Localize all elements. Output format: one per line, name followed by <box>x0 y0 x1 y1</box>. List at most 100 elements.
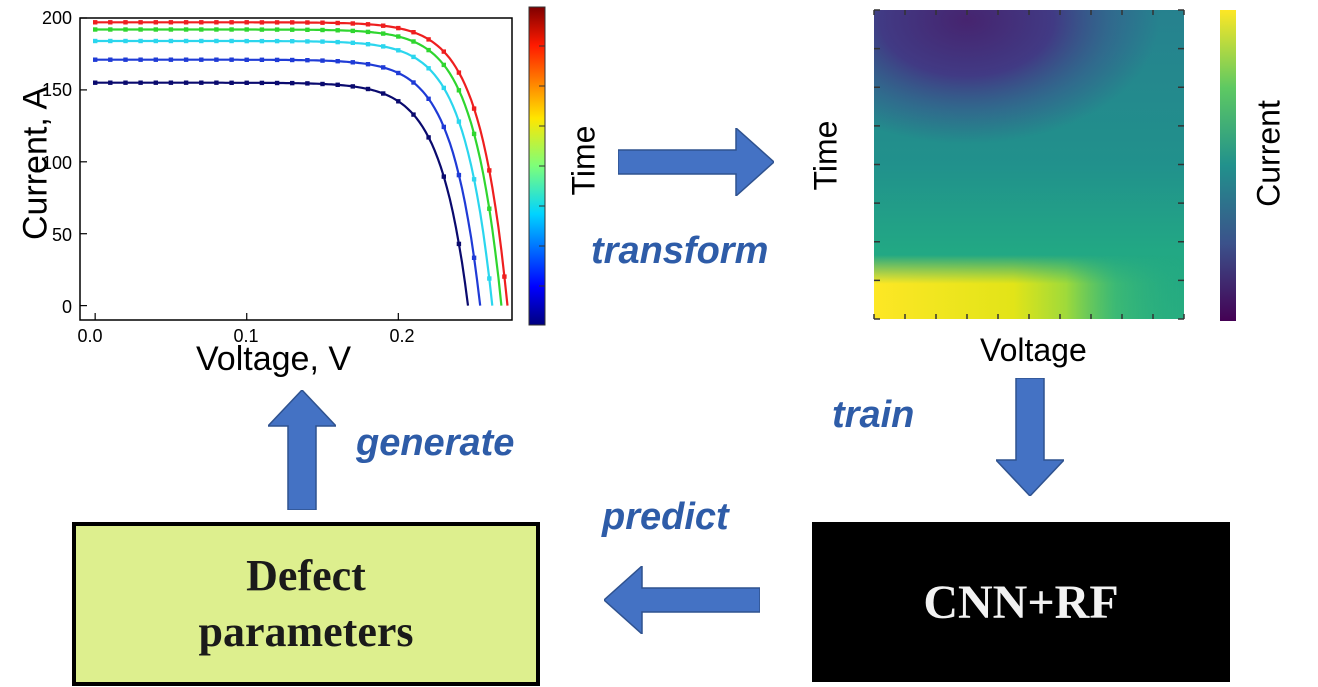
iv-curve-point <box>214 27 219 32</box>
iv-curve-point <box>290 20 295 25</box>
iv-curve-point <box>305 39 310 44</box>
iv-curve-point <box>183 38 189 44</box>
iv-curve-point <box>93 38 98 44</box>
iv-curve-point <box>183 27 189 32</box>
iv-curve-point <box>411 112 416 117</box>
x-tick-label-0-2: 0.2 <box>389 326 414 346</box>
defect-box-line-2: parameters <box>198 607 414 656</box>
iv-curve-point <box>199 38 204 44</box>
iv-curve-point <box>93 80 98 85</box>
iv-curve-point <box>320 20 325 25</box>
iv-curve-point <box>381 44 386 49</box>
heatmap-y-axis-title: Time <box>807 120 844 191</box>
iv-curve-point <box>471 131 477 137</box>
iv-curve-point <box>335 20 340 26</box>
iv-curve-point <box>471 177 477 182</box>
iv-curve-point <box>229 80 234 85</box>
iv-curve-point <box>320 27 325 33</box>
iv-curve-point <box>123 27 128 32</box>
iv-curve-point <box>290 39 295 44</box>
iv-curve-point <box>396 34 401 39</box>
model-box-label: CNN+RF <box>923 575 1119 629</box>
heatmap-x-axis-title: Voltage <box>980 332 1087 368</box>
iv-curve-point <box>335 59 340 64</box>
iv-curve-point <box>335 28 340 33</box>
current-colorbar-title: Current <box>1250 100 1287 207</box>
iv-curve-point <box>381 91 386 96</box>
iv-curve-point <box>259 57 265 62</box>
iv-axis-ticks <box>80 17 399 320</box>
iv-curve-point <box>487 276 492 281</box>
iv-curve-point <box>381 31 386 36</box>
iv-curve-point <box>365 42 371 47</box>
iv-curve-point <box>502 274 507 279</box>
iv-curve-point <box>214 20 219 25</box>
x-tick-label-0-1: 0.1 <box>233 326 258 346</box>
arrow-up-icon <box>268 390 336 510</box>
iv-curve-point <box>153 38 158 44</box>
iv-curve-point <box>305 20 310 25</box>
iv-curve-point <box>153 57 158 62</box>
iv-plot-frame <box>79 17 513 321</box>
current-heatmap <box>873 9 1185 320</box>
iv-curve-point <box>199 20 204 25</box>
iv-curve-point <box>199 27 204 32</box>
iv-curve-point <box>456 241 462 247</box>
iv-curve-point <box>426 37 431 42</box>
iv-curve-point <box>350 21 355 26</box>
iv-curve-point <box>305 58 310 63</box>
iv-curve-point <box>274 80 280 86</box>
iv-curve-point <box>320 81 325 87</box>
iv-curve-point <box>411 30 416 35</box>
heatmap-low-region <box>874 10 1184 210</box>
iv-curve-point <box>381 65 386 70</box>
iv-curve-point <box>108 38 113 44</box>
time-colorbar-title: Time <box>565 125 602 196</box>
iv-curve-point <box>93 57 98 62</box>
iv-curve-point <box>244 80 249 85</box>
iv-curve-point <box>350 40 355 45</box>
iv-curve-point <box>274 27 280 32</box>
iv-curve-point <box>229 20 234 25</box>
iv-curve-point <box>214 80 219 85</box>
iv-curve-point <box>123 38 128 44</box>
step-train-label: train <box>832 394 915 436</box>
step-predict-label: predict <box>602 496 729 538</box>
iv-curve-point <box>381 23 386 28</box>
iv-curve-point <box>259 80 265 86</box>
iv-curve-point <box>138 27 143 32</box>
y-tick-label-0: 0 <box>62 297 72 317</box>
iv-curve-point <box>244 57 249 62</box>
iv-curve-point <box>411 54 416 60</box>
current-colorbar-bar <box>1220 10 1236 321</box>
iv-curve-point <box>335 82 340 87</box>
iv-chart: 0 50 100 150 200 0.0 0.1 0.2 <box>42 6 546 346</box>
iv-curve-point <box>274 57 280 63</box>
iv-curve-point <box>350 28 355 34</box>
iv-curve-point <box>365 22 371 27</box>
iv-tick-labels: 0 50 100 150 200 0.0 0.1 0.2 <box>42 8 415 346</box>
iv-curve-point <box>168 20 174 25</box>
iv-curve-line <box>95 58 482 306</box>
iv-curve-point <box>335 39 340 45</box>
iv-curve-point <box>93 20 98 25</box>
iv-curve-point <box>229 57 234 62</box>
iv-curve-point <box>305 27 310 32</box>
iv-curve-point <box>456 88 462 93</box>
iv-curve-point <box>138 38 143 44</box>
y-tick-label-50: 50 <box>52 225 72 245</box>
iv-curve-point <box>274 20 280 25</box>
iv-curve-point <box>441 49 446 54</box>
heatmap-ticks <box>873 9 1185 320</box>
iv-curve-point <box>365 62 371 67</box>
iv-curve-point <box>138 57 143 62</box>
iv-curve-point <box>138 80 143 85</box>
iv-curve-point <box>487 168 492 173</box>
iv-curve-point <box>411 39 416 44</box>
iv-curve-line <box>95 28 503 306</box>
iv-y-axis-title: Current, A <box>16 86 55 241</box>
heatmap-high-region <box>874 255 1184 319</box>
iv-curve-point <box>441 85 446 91</box>
iv-curve-point <box>290 57 295 63</box>
iv-curve-point <box>93 27 98 32</box>
